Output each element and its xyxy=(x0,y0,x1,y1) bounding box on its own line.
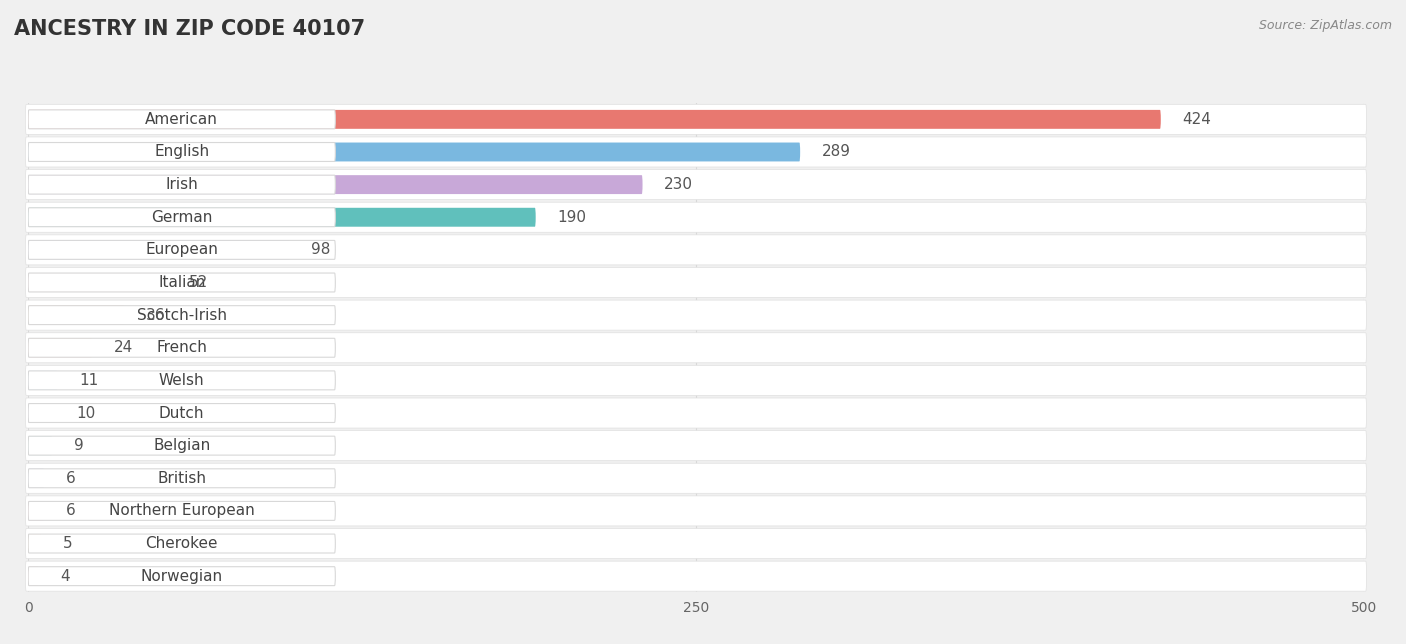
Text: 10: 10 xyxy=(76,406,96,421)
FancyBboxPatch shape xyxy=(28,175,336,194)
Text: 424: 424 xyxy=(1182,112,1211,127)
FancyBboxPatch shape xyxy=(25,300,1367,330)
FancyBboxPatch shape xyxy=(28,306,124,325)
FancyBboxPatch shape xyxy=(28,208,336,227)
FancyBboxPatch shape xyxy=(28,110,336,129)
FancyBboxPatch shape xyxy=(28,240,336,260)
Text: 11: 11 xyxy=(79,373,98,388)
Text: 98: 98 xyxy=(311,242,330,258)
FancyBboxPatch shape xyxy=(25,529,1367,558)
FancyBboxPatch shape xyxy=(25,496,1367,526)
FancyBboxPatch shape xyxy=(28,502,44,520)
FancyBboxPatch shape xyxy=(25,463,1367,493)
Text: 24: 24 xyxy=(114,340,132,355)
FancyBboxPatch shape xyxy=(28,534,42,553)
FancyBboxPatch shape xyxy=(28,306,336,325)
FancyBboxPatch shape xyxy=(28,436,336,455)
FancyBboxPatch shape xyxy=(25,267,1367,298)
Text: Belgian: Belgian xyxy=(153,438,211,453)
Text: 36: 36 xyxy=(146,308,165,323)
Text: 52: 52 xyxy=(188,275,208,290)
Text: 289: 289 xyxy=(821,144,851,160)
Text: British: British xyxy=(157,471,207,486)
FancyBboxPatch shape xyxy=(28,534,336,553)
FancyBboxPatch shape xyxy=(28,273,167,292)
FancyBboxPatch shape xyxy=(28,142,800,162)
FancyBboxPatch shape xyxy=(28,371,58,390)
Text: 6: 6 xyxy=(66,471,76,486)
Text: Cherokee: Cherokee xyxy=(145,536,218,551)
Text: Italian: Italian xyxy=(157,275,205,290)
FancyBboxPatch shape xyxy=(28,273,336,292)
Text: European: European xyxy=(145,242,218,258)
Text: English: English xyxy=(155,144,209,160)
FancyBboxPatch shape xyxy=(25,333,1367,363)
Text: German: German xyxy=(150,210,212,225)
FancyBboxPatch shape xyxy=(25,169,1367,200)
FancyBboxPatch shape xyxy=(28,469,336,488)
FancyBboxPatch shape xyxy=(25,365,1367,395)
FancyBboxPatch shape xyxy=(28,436,52,455)
Text: 9: 9 xyxy=(73,438,83,453)
Text: Irish: Irish xyxy=(166,177,198,192)
FancyBboxPatch shape xyxy=(25,104,1367,135)
Text: Scotch-Irish: Scotch-Irish xyxy=(136,308,226,323)
FancyBboxPatch shape xyxy=(28,338,93,357)
FancyBboxPatch shape xyxy=(25,431,1367,460)
Text: French: French xyxy=(156,340,207,355)
FancyBboxPatch shape xyxy=(28,502,336,520)
FancyBboxPatch shape xyxy=(28,567,39,585)
Text: 6: 6 xyxy=(66,504,76,518)
FancyBboxPatch shape xyxy=(28,240,290,260)
FancyBboxPatch shape xyxy=(28,567,336,585)
FancyBboxPatch shape xyxy=(25,137,1367,167)
Text: Welsh: Welsh xyxy=(159,373,204,388)
FancyBboxPatch shape xyxy=(25,561,1367,591)
FancyBboxPatch shape xyxy=(28,469,44,488)
FancyBboxPatch shape xyxy=(28,371,336,390)
Text: Source: ZipAtlas.com: Source: ZipAtlas.com xyxy=(1258,19,1392,32)
Text: Northern European: Northern European xyxy=(108,504,254,518)
Text: 5: 5 xyxy=(63,536,73,551)
FancyBboxPatch shape xyxy=(25,235,1367,265)
Text: American: American xyxy=(145,112,218,127)
Text: 190: 190 xyxy=(557,210,586,225)
FancyBboxPatch shape xyxy=(28,175,643,194)
FancyBboxPatch shape xyxy=(28,110,1161,129)
Text: ANCESTRY IN ZIP CODE 40107: ANCESTRY IN ZIP CODE 40107 xyxy=(14,19,366,39)
Text: 230: 230 xyxy=(664,177,693,192)
Text: Norwegian: Norwegian xyxy=(141,569,222,583)
FancyBboxPatch shape xyxy=(28,142,336,162)
FancyBboxPatch shape xyxy=(28,404,55,422)
FancyBboxPatch shape xyxy=(25,398,1367,428)
Text: Dutch: Dutch xyxy=(159,406,204,421)
FancyBboxPatch shape xyxy=(28,338,336,357)
FancyBboxPatch shape xyxy=(28,404,336,422)
FancyBboxPatch shape xyxy=(25,202,1367,232)
FancyBboxPatch shape xyxy=(28,208,536,227)
Text: 4: 4 xyxy=(60,569,70,583)
